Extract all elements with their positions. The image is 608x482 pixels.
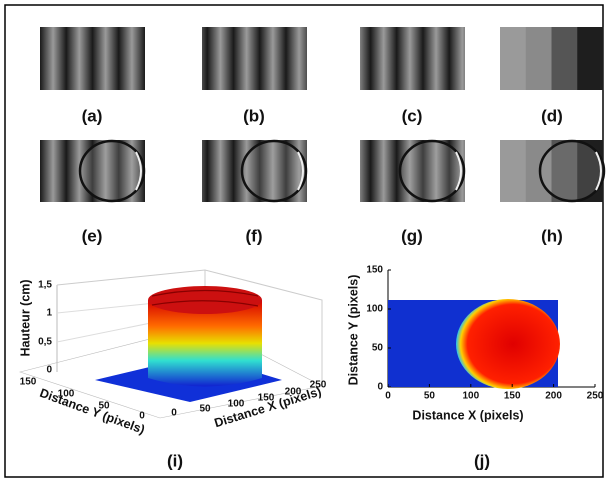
z-tick-label: 1 <box>46 308 52 319</box>
image <box>577 27 604 90</box>
panel-label: (d) <box>541 106 563 125</box>
x-tick-label: 50 <box>424 391 436 402</box>
highlight <box>297 151 304 191</box>
y-axis-title: Distance Y (pixels) <box>346 275 360 386</box>
x-tick-label: 100 <box>228 399 245 410</box>
image <box>360 27 465 90</box>
x-tick-label: 0 <box>171 408 177 419</box>
z-axis-title: Hauteur (cm) <box>18 279 32 356</box>
heatmap-blob <box>456 299 560 389</box>
x-tick-label: 50 <box>199 404 211 415</box>
x-tick-label: 200 <box>545 391 562 402</box>
z-tick-label: 0 <box>46 365 52 376</box>
image <box>525 27 552 90</box>
x-tick-label: 150 <box>258 393 275 404</box>
y-tick-label: 100 <box>366 304 383 315</box>
fringe-image <box>360 139 466 203</box>
x-tick-label: 150 <box>504 391 521 402</box>
fringe-image <box>40 27 145 90</box>
x-tick-label: 200 <box>285 387 302 398</box>
highlight <box>455 151 462 191</box>
image <box>577 140 604 202</box>
surface-plot <box>18 269 323 419</box>
fringe-image <box>360 27 465 90</box>
highlight <box>595 151 602 191</box>
panel-label: (h) <box>541 226 563 245</box>
drop <box>240 139 308 203</box>
frame <box>4 4 604 478</box>
image <box>360 140 465 202</box>
y-tick-label: 0 <box>377 382 383 393</box>
fringe-image <box>500 27 604 90</box>
panel-label: (g) <box>401 226 423 245</box>
fringe-image <box>202 27 307 90</box>
heatmap-plot: 0 50 100 150 200 250 0 50 100 150 Distance Y (pixe… <box>346 265 603 471</box>
image <box>202 140 307 202</box>
y-tick-label: 50 <box>372 343 384 354</box>
drop <box>398 139 466 203</box>
x-tick-label: 100 <box>462 391 479 402</box>
panel-label: (f) <box>246 226 263 245</box>
x-tick-label: 250 <box>310 380 327 391</box>
y-tick-label: 100 <box>58 389 75 400</box>
image <box>40 27 145 90</box>
panel-label: (b) <box>243 106 265 125</box>
panel-label: (j) <box>474 451 490 470</box>
panel-label: (c) <box>402 106 423 125</box>
image <box>551 140 578 202</box>
z-tick-label: 1,5 <box>38 280 52 291</box>
fringe-image <box>500 139 606 203</box>
drop <box>538 139 606 203</box>
z-tick-label: 0,5 <box>38 337 52 348</box>
fringe-image <box>40 139 146 203</box>
image <box>500 140 527 202</box>
image <box>551 27 578 90</box>
fringe-image <box>202 139 308 203</box>
x-tick-label: 250 <box>587 391 604 402</box>
image <box>202 27 307 90</box>
y-tick-label: 150 <box>20 377 37 388</box>
y-tick-label: 50 <box>98 401 110 412</box>
panel-label: (a) <box>82 106 103 125</box>
x-axis-title: Distance X (pixels) <box>412 408 523 422</box>
x-tick-label: 0 <box>385 391 391 402</box>
highlight <box>135 151 142 191</box>
image <box>40 140 145 202</box>
drop <box>78 139 146 203</box>
panel-label: (i) <box>167 451 183 470</box>
y-tick-label: 0 <box>139 411 145 422</box>
y-tick-label: 150 <box>366 265 383 276</box>
panel-label: (e) <box>82 226 103 245</box>
image <box>500 27 527 90</box>
